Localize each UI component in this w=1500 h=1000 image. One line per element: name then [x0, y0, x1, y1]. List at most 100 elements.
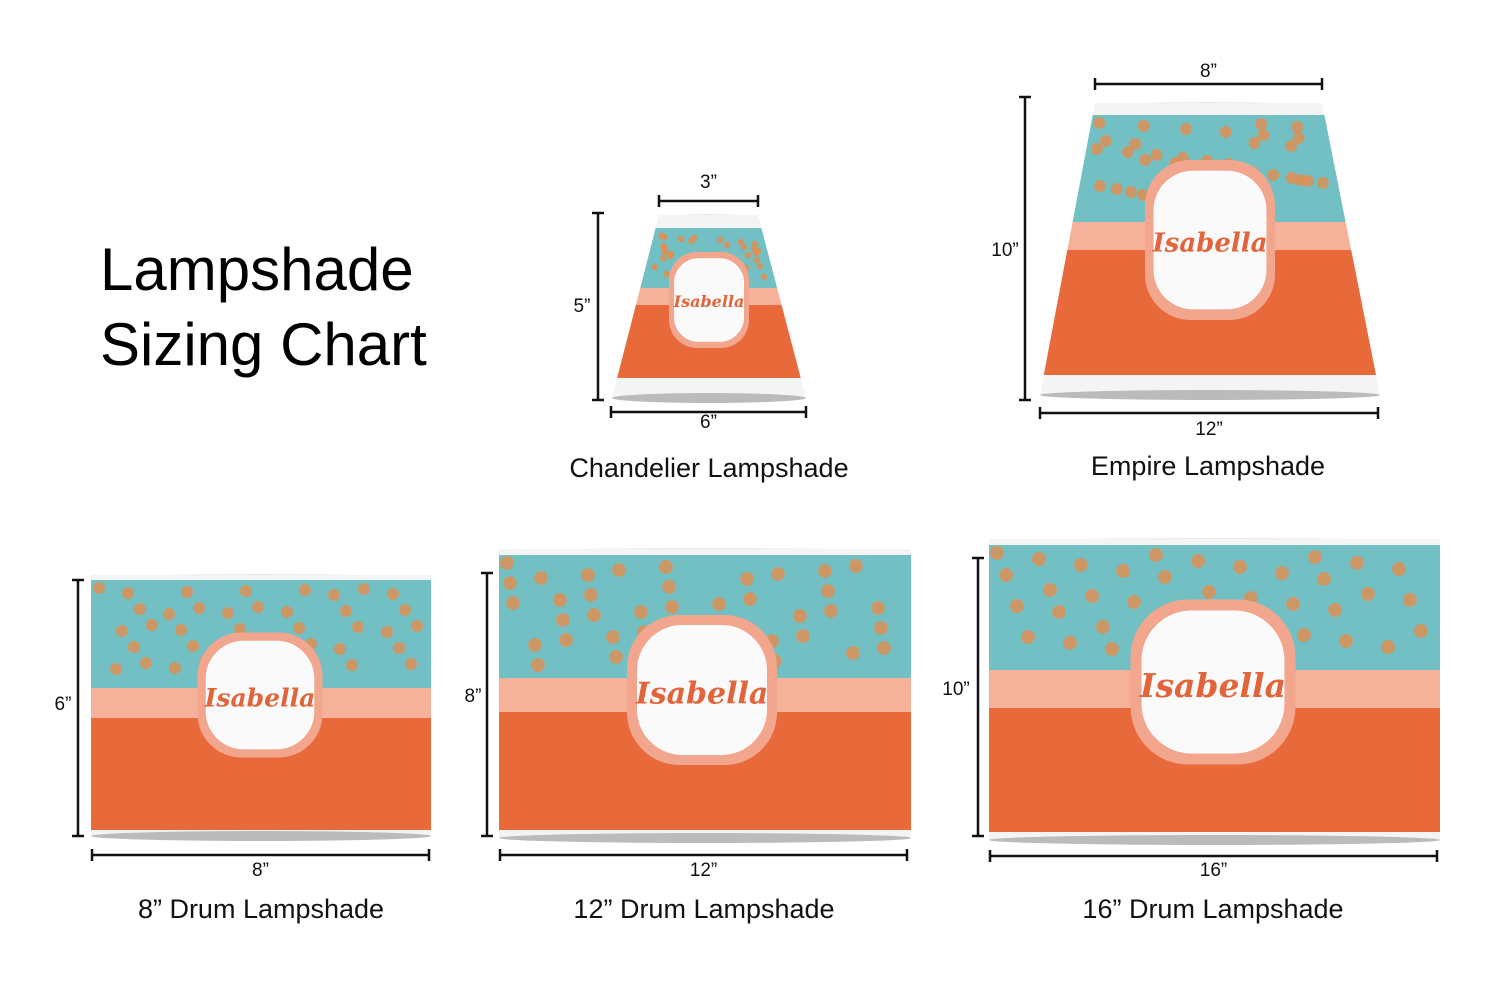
fox-motif: [665, 600, 679, 614]
height-label: 6”: [55, 694, 72, 715]
fox-motif: [1052, 605, 1066, 619]
fox-motif: [874, 621, 888, 635]
fox-motif: [871, 601, 885, 615]
fox-motif: [1291, 121, 1304, 133]
fox-motif: [1085, 589, 1099, 603]
fox-motif: [740, 243, 748, 251]
fox-motif: [556, 613, 570, 627]
fox-motif: [1180, 123, 1192, 135]
fox-motif: [93, 582, 105, 594]
fox-motif: [1285, 172, 1298, 184]
fox-motif: [824, 604, 838, 618]
bottom-diameter-label: 12”: [1195, 419, 1222, 440]
fox-motif: [134, 603, 146, 615]
name-label: [637, 625, 767, 755]
fox-motif: [1286, 597, 1300, 611]
fox-motif: [666, 252, 674, 260]
fox-motif: [146, 619, 158, 631]
fox-motif: [503, 576, 517, 590]
bottom-rim-band: [612, 378, 806, 398]
linen-base-section: [91, 718, 431, 830]
lampshade-5: Isabella 10” 16” 16” Drum Lampshade: [942, 538, 1440, 924]
fox-motif: [581, 568, 595, 582]
bottom-diameter-label: 12”: [690, 860, 717, 881]
fox-motif: [1392, 562, 1406, 576]
fox-motif: [1121, 146, 1134, 158]
fox-motif: [796, 629, 810, 643]
fox-motif: [743, 592, 757, 606]
fox-motif: [1317, 177, 1329, 189]
fox-motif: [1137, 120, 1150, 132]
personalized-name: Isabella: [204, 683, 316, 712]
fox-motif: [399, 604, 411, 616]
fox-motif: [358, 583, 370, 595]
fox-motif: [688, 237, 695, 245]
fox-motif: [660, 254, 667, 262]
fox-motif: [281, 606, 293, 618]
fox-motif: [760, 273, 768, 281]
fox-motif: [1361, 587, 1375, 601]
fox-motif: [1302, 175, 1314, 187]
fox-motif: [660, 244, 668, 252]
fox-motif: [334, 643, 346, 655]
fox-motif: [756, 262, 764, 270]
height-label: 8”: [465, 686, 482, 707]
fox-motif: [1032, 552, 1046, 566]
fox-motif: [116, 625, 128, 637]
fox-motif: [1297, 628, 1311, 642]
bottom-diameter-label: 8”: [252, 860, 269, 881]
fox-motif: [506, 596, 520, 610]
fox-motif: [584, 588, 598, 602]
fox-motif: [818, 564, 832, 578]
fox-motif: [110, 663, 122, 675]
bottom-rim: [499, 833, 911, 843]
fox-motif: [175, 624, 187, 636]
fox-motif: [712, 597, 726, 611]
top-rim-band: [91, 575, 431, 580]
fox-motif: [1317, 572, 1331, 586]
fox-motif: [677, 235, 685, 243]
lampshade-caption: 12” Drum Lampshade: [573, 894, 834, 924]
fox-motif: [1096, 620, 1110, 634]
fox-motif: [534, 571, 548, 585]
fox-motif: [737, 238, 745, 246]
lampshade-2: Isabella 8” 10” 12” Empire Lampshade: [991, 61, 1380, 481]
fox-motif: [1116, 564, 1130, 578]
linen-base-section: [499, 712, 911, 830]
lampshade-caption: Chandelier Lampshade: [569, 453, 848, 483]
fox-motif: [723, 241, 731, 249]
title-line-2: Sizing Chart: [100, 311, 427, 378]
fox-motif: [1139, 154, 1152, 166]
fox-motif: [1257, 129, 1270, 141]
fox-motif: [1285, 140, 1298, 152]
fox-motif: [411, 620, 423, 632]
fox-motif: [559, 633, 573, 647]
height-label: 5”: [574, 296, 591, 317]
personalized-name: Isabella: [1152, 229, 1268, 259]
bottom-rim: [612, 393, 806, 403]
fox-motif: [193, 602, 205, 614]
title-line-1: Lampshade: [100, 236, 414, 303]
fox-motif: [1125, 186, 1137, 198]
fox-motif: [606, 630, 620, 644]
fox-motif: [634, 605, 648, 619]
bottom-rim: [989, 835, 1440, 845]
fox-motif: [187, 640, 199, 652]
fox-motif: [128, 641, 140, 653]
name-label: [674, 258, 744, 342]
fox-motif: [1129, 138, 1142, 150]
name-label: [1153, 170, 1267, 310]
fox-motif: [662, 270, 670, 278]
fox-motif: [990, 546, 1004, 560]
fox-motif: [877, 641, 891, 655]
fox-motif: [1255, 118, 1268, 130]
fox-motif: [1127, 595, 1141, 609]
personalized-name: Isabella: [635, 677, 769, 712]
fox-motif: [1381, 640, 1395, 654]
top-rim-band: [989, 539, 1440, 545]
height-label: 10”: [942, 679, 969, 700]
fox-motif: [340, 605, 352, 617]
fox-motif: [1110, 183, 1123, 195]
fox-motif: [181, 586, 193, 598]
